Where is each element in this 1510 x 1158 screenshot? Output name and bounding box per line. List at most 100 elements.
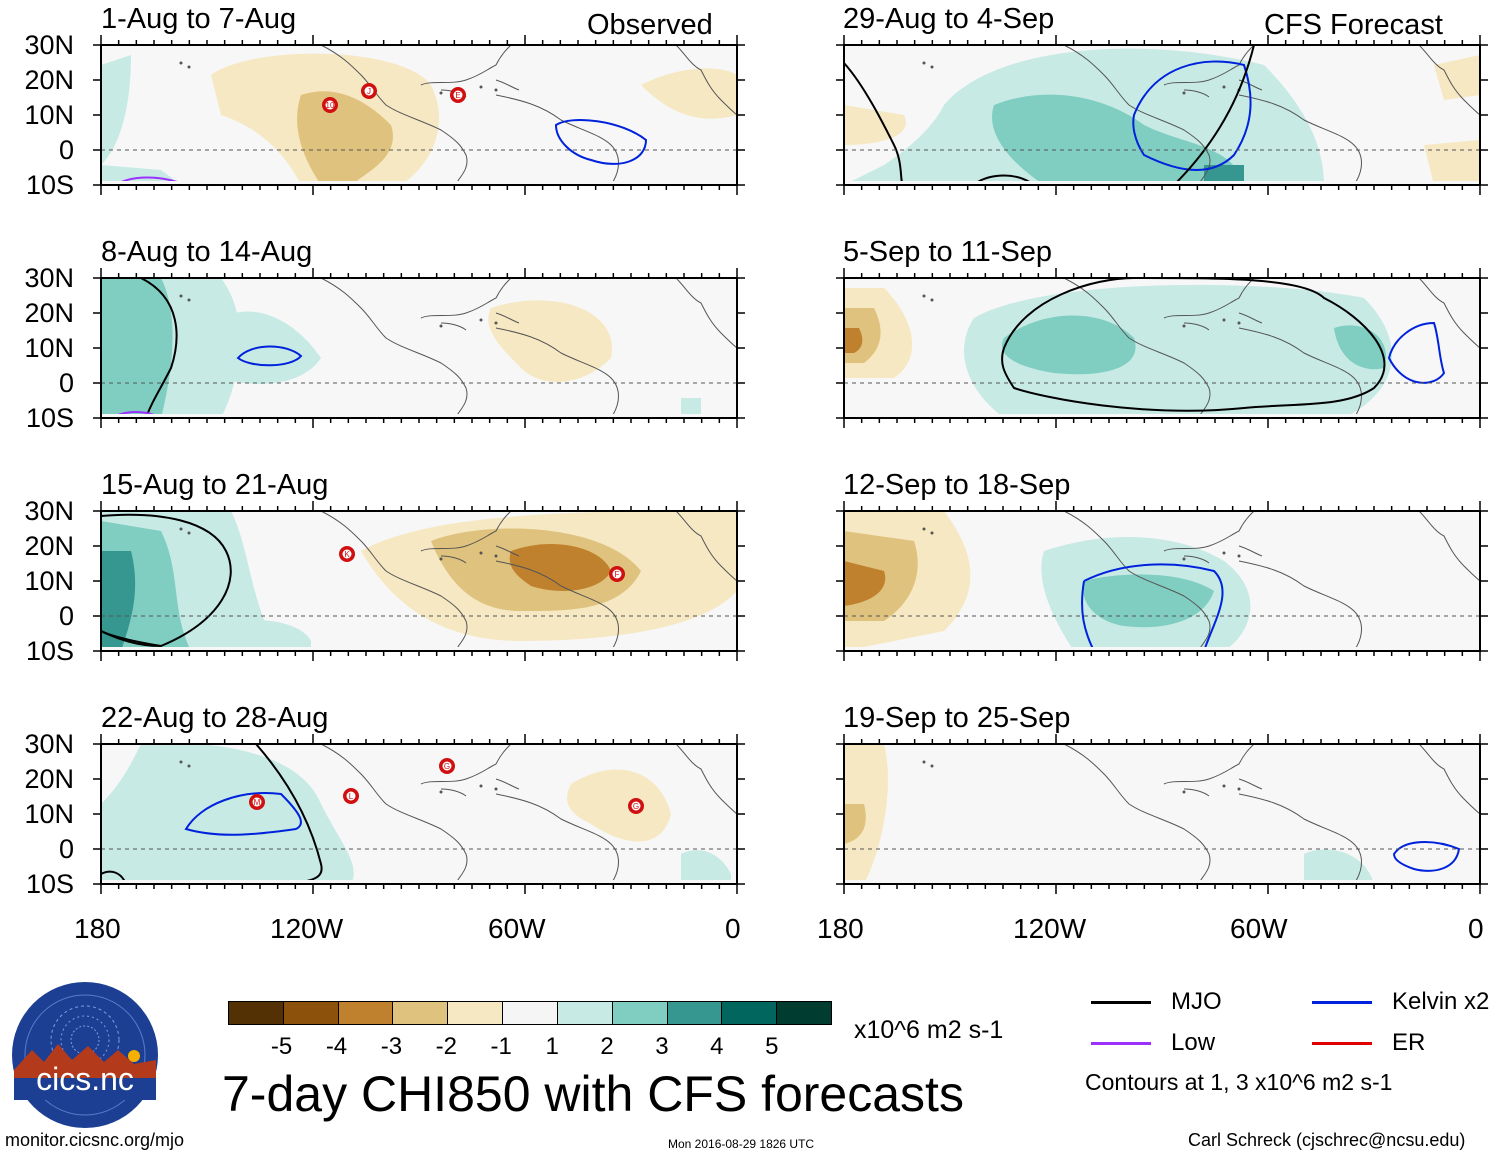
lat-label: 10S [25,403,74,433]
island [1182,790,1186,794]
logo-text: cics.nc [36,1061,134,1097]
lat-label: 10N [24,333,74,363]
island [1237,554,1241,558]
lon-label-0-right: 0 [1468,913,1484,944]
anomaly-contour-fill [1002,315,1136,375]
island [439,790,443,794]
storm-marker: E [450,87,466,103]
lat-label: 30N [24,729,74,759]
wave-contour [1132,60,1252,171]
anomaly-contour-fill [844,804,866,844]
island [922,760,926,764]
anomaly-contour-fill [641,68,737,119]
anomaly-contour-fill [1424,140,1480,181]
island [179,760,183,764]
storm-marker: 10 [322,97,338,113]
storm-id: E [455,91,460,100]
lon-label-120w-left: 120W [270,913,344,944]
coastline [320,45,737,181]
legend-kelvin-line [1312,1001,1372,1004]
lat-label: 10S [25,636,74,666]
island [479,784,483,788]
storm-marker: M [249,794,265,810]
legend-mjo-line [1091,1001,1151,1004]
colorbar-swatch [777,1002,831,1024]
wave-contour [1387,321,1446,384]
island [479,318,483,322]
cics-logo: cics.nc [12,982,158,1128]
wave-contour [101,870,126,880]
anomaly-contour-fill [101,55,131,165]
island [1182,557,1186,561]
island [494,554,498,558]
lat-label: 10S [25,869,74,899]
storm-id: 10 [326,101,335,110]
island [179,61,183,65]
legend-er-line [1312,1042,1372,1045]
storm-marker: G [628,798,644,814]
anomaly-contour-fill [509,543,611,591]
colorbar-tick: 5 [765,1033,779,1060]
colorbar [228,1001,832,1025]
map-panel-6 [836,268,1488,428]
island [179,527,183,531]
storm-id: F [615,570,620,579]
legend-mjo-label: MJO [1171,988,1222,1015]
lat-label: 30N [24,30,74,60]
coastline [1063,744,1480,880]
island [922,294,926,298]
wave-contour [1392,841,1461,872]
island [479,551,483,555]
colorbar-swatch [557,1002,613,1024]
storm-id: L [349,792,354,801]
footer-author: Carl Schreck (cjschrec@ncsu.edu) [1188,1130,1466,1150]
colorbar-units: x10^6 m2 s-1 [854,1016,1004,1044]
wave-contour [101,630,162,647]
lon-label-60w-right: 60W [1230,913,1288,944]
island [187,764,191,768]
lat-label: 20N [24,298,74,328]
island [187,298,191,302]
colorbar-swatch [503,1002,558,1024]
colorbar-tick: -4 [325,1033,348,1060]
anomaly-contour-fill [567,769,671,842]
anomaly-contour-fill [844,105,906,145]
map-panel-2 [93,268,745,428]
anomaly-contour-fill [101,278,173,414]
lat-label: 10N [24,799,74,829]
island [1222,85,1226,89]
map-panel-1: 10 J E [93,35,745,195]
storm-marker: L [343,788,359,804]
island [1237,321,1241,325]
legend-low-label: Low [1171,1029,1216,1056]
colorbar-tick: 2 [600,1033,614,1060]
panel-title-3: 15-Aug to 21-Aug [101,469,329,501]
colorbar-tick: 1 [545,1033,559,1060]
coastline [1063,45,1480,181]
coastline [1063,278,1480,414]
coastline [320,744,737,880]
island [439,324,443,328]
anomaly-contour-fill [681,398,701,414]
island [930,298,934,302]
anomaly-contour-fill [1083,574,1214,628]
lat-label: 20N [24,65,74,95]
wave-contour [255,744,323,880]
colorbar-tick: 3 [655,1033,669,1060]
storm-marker: F [609,566,625,582]
island [1222,784,1226,788]
island [1222,318,1226,322]
colorbar-tick: 4 [710,1033,724,1060]
forecast-label: CFS Forecast [1264,9,1443,41]
coastline [1063,511,1480,647]
wave-contour [121,176,178,181]
island [494,321,498,325]
lon-label-120w-right: 120W [1013,913,1087,944]
storm-id: G [444,762,450,771]
anomaly-contour-fill [1304,849,1373,880]
coastline [320,278,737,414]
island [187,531,191,535]
wave-contour [140,278,178,414]
lon-label-0-left: 0 [725,913,741,944]
